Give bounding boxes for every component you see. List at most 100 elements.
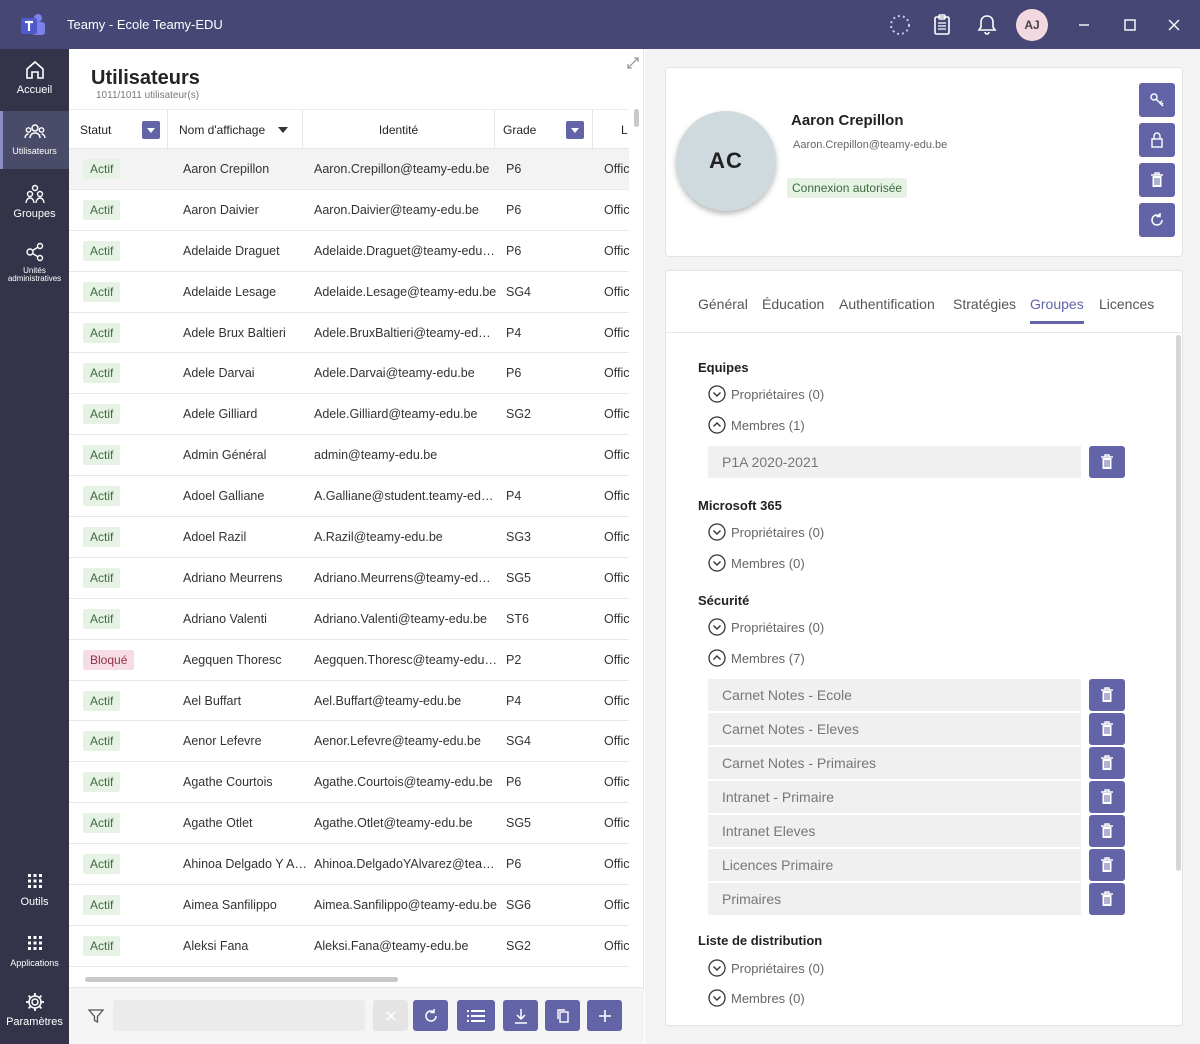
cell-grade: SG3 — [506, 530, 532, 545]
clipboard-icon[interactable] — [929, 12, 955, 38]
equipes-owners-toggle[interactable]: Propriétaires (0) — [708, 385, 824, 403]
table-row[interactable]: Actif Aaron Crepillon Aaron.Crepillon@team… — [69, 149, 629, 190]
table-row[interactable]: Actif Admin Général admin@teamy-edu.be Offi… — [69, 435, 629, 477]
close-icon[interactable] — [1162, 13, 1186, 37]
rail-item-outils[interactable]: Outils — [0, 871, 69, 921]
remove-group-button[interactable] — [1089, 781, 1125, 813]
cell-office: Offic — [604, 489, 629, 504]
sort-desc-icon[interactable] — [278, 126, 288, 134]
col-header-name[interactable]: Nom d'affichage — [168, 110, 303, 149]
cell-grade: P6 — [506, 162, 522, 176]
rail-item-applications[interactable]: Applications — [0, 933, 69, 983]
tab-groupes[interactable]: Groupes — [1030, 296, 1084, 324]
table-row[interactable]: Actif Adoel Galliane A.Galliane@student.te… — [69, 476, 629, 518]
chevron-down-circle-icon — [708, 989, 726, 1007]
grade-filter-dropdown-icon[interactable] — [566, 121, 584, 139]
lock-button[interactable] — [1139, 123, 1175, 157]
expand-icon[interactable] — [626, 56, 640, 70]
tab-authentification[interactable]: Authentification — [839, 296, 935, 312]
rail-item-parametres[interactable]: Paramètres — [0, 991, 69, 1041]
table-row[interactable]: Actif Agathe Courtois Agathe.Courtois@team… — [69, 762, 629, 804]
cell-display-name: Adoel Razil — [183, 530, 247, 545]
refresh-user-button[interactable] — [1139, 203, 1175, 237]
list-view-button[interactable] — [457, 1000, 495, 1031]
copy-button[interactable] — [545, 1000, 580, 1031]
tab-strategies[interactable]: Stratégies — [953, 296, 1017, 312]
securite-owners-toggle[interactable]: Propriétaires (0) — [708, 618, 824, 636]
remove-group-button[interactable] — [1089, 815, 1125, 847]
cell-office: Offic — [604, 570, 629, 585]
copy-icon — [556, 1008, 569, 1023]
col-header-identity[interactable]: Identité — [303, 110, 495, 149]
table-row[interactable]: Actif Aaron Daivier Aaron.Daivier@teamy-ed… — [69, 190, 629, 231]
cell-grade: P6 — [506, 243, 522, 258]
notifications-bell-icon[interactable] — [974, 12, 1000, 38]
tab-education[interactable]: Éducation — [762, 296, 825, 312]
table-row[interactable]: Actif Adele Darvai Adele.Darvai@teamy-edu.… — [69, 353, 629, 395]
delete-user-button[interactable] — [1139, 163, 1175, 197]
cell-grade: SG5 — [506, 816, 532, 831]
minimize-icon[interactable] — [1072, 13, 1096, 37]
table-row[interactable]: Actif Ael Buffart Ael.Buffart@teamy-edu.be… — [69, 681, 629, 722]
toggle-label: Propriétaires (0) — [731, 619, 825, 635]
equipes-members-toggle[interactable]: Membres (1) — [708, 416, 805, 434]
cell-display-name: Adelaide Lesage — [183, 284, 277, 299]
clear-filter-button[interactable] — [373, 1000, 408, 1031]
table-row[interactable]: Actif Ahinoa Delgado Y Al... Ahinoa.Delgad… — [69, 844, 629, 886]
table-row[interactable]: Actif Adelaide Draguet Adelaide.Draguet@te… — [69, 231, 629, 272]
rail-item-unites-administratives[interactable]: Unités administratives — [0, 241, 69, 291]
rail-label: Unités administratives — [7, 266, 62, 284]
rail-item-groupes[interactable]: Groupes — [0, 183, 69, 233]
distribution-owners-toggle[interactable]: Propriétaires (0) — [708, 959, 824, 977]
table-row[interactable]: Actif Adriano Valenti Adriano.Valenti@team… — [69, 599, 629, 640]
remove-group-button[interactable] — [1089, 747, 1125, 779]
chevron-down-circle-icon — [708, 385, 726, 403]
remove-group-button[interactable] — [1089, 446, 1125, 478]
download-button[interactable] — [503, 1000, 538, 1031]
cell-grade: SG4 — [506, 734, 532, 749]
chevron-up-circle-icon — [708, 416, 726, 434]
table-row[interactable]: Actif Adele Gilliard Adele.Gilliard@teamy-… — [69, 394, 629, 436]
horizontal-scrollbar[interactable] — [85, 977, 398, 982]
tab-bar: Général Éducation Authentification Strat… — [666, 271, 1182, 333]
remove-group-button[interactable] — [1089, 713, 1125, 745]
col-header-grade[interactable]: Grade — [495, 110, 593, 149]
distribution-members-toggle[interactable]: Membres (0) — [708, 989, 805, 1007]
panel-scrollbar[interactable] — [1176, 335, 1181, 871]
rail-label: Accueil — [16, 84, 53, 96]
filter-input[interactable] — [113, 1000, 365, 1031]
table-row[interactable]: Bloqué Aegquen Thoresc Aegquen.Thoresc@tea… — [69, 640, 629, 681]
cell-office: Offic — [604, 325, 629, 340]
remove-group-button[interactable] — [1089, 849, 1125, 881]
group-item: P1A 2020-2021 — [708, 446, 1081, 478]
m365-members-toggle[interactable]: Membres (0) — [708, 554, 805, 572]
table-row[interactable]: Actif Aimea Sanfilippo Aimea.Sanfilippo@te… — [69, 885, 629, 926]
table-row[interactable]: Actif Aleksi Fana Aleksi.Fana@teamy-edu.be… — [69, 926, 629, 967]
col-header-extra[interactable]: L — [593, 110, 633, 149]
maximize-icon[interactable] — [1118, 13, 1142, 37]
add-user-button[interactable] — [587, 1000, 622, 1031]
table-row[interactable]: Actif Agathe Otlet Agathe.Otlet@teamy-edu.… — [69, 803, 629, 845]
table-row[interactable]: Actif Adriano Meurrens Adriano.Meurrens@te… — [69, 558, 629, 599]
cell-office: Offic — [604, 407, 629, 422]
table-row[interactable]: Actif Adelaide Lesage Adelaide.Lesage@team… — [69, 272, 629, 313]
status-badge: Actif — [83, 813, 121, 834]
securite-members-toggle[interactable]: Membres (7) — [708, 649, 805, 667]
table-row[interactable]: Actif Adoel Razil A.Razil@teamy-edu.be SG3 O… — [69, 517, 629, 558]
tab-licences[interactable]: Licences — [1099, 296, 1155, 312]
refresh-button[interactable] — [413, 1000, 448, 1031]
reset-password-button[interactable] — [1139, 83, 1175, 117]
rail-item-accueil[interactable]: Accueil — [0, 59, 69, 109]
rail-item-utilisateurs[interactable]: Utilisateurs — [0, 111, 69, 169]
col-header-status[interactable]: Statut — [69, 110, 168, 149]
remove-group-button[interactable] — [1089, 679, 1125, 711]
user-avatar[interactable]: AJ — [1016, 9, 1048, 41]
table-row[interactable]: Actif Aenor Lefevre Aenor.Lefevre@teamy-ed… — [69, 721, 629, 763]
vertical-scrollbar[interactable] — [634, 109, 639, 127]
m365-owners-toggle[interactable]: Propriétaires (0) — [708, 523, 824, 541]
remove-group-button[interactable] — [1089, 883, 1125, 915]
cell-display-name: Aaron Crepillon — [183, 162, 270, 176]
table-row[interactable]: Actif Adele Brux Baltieri Adele.BruxBaltie… — [69, 313, 629, 354]
status-filter-dropdown-icon[interactable] — [142, 121, 160, 139]
tab-general[interactable]: Général — [698, 296, 748, 312]
